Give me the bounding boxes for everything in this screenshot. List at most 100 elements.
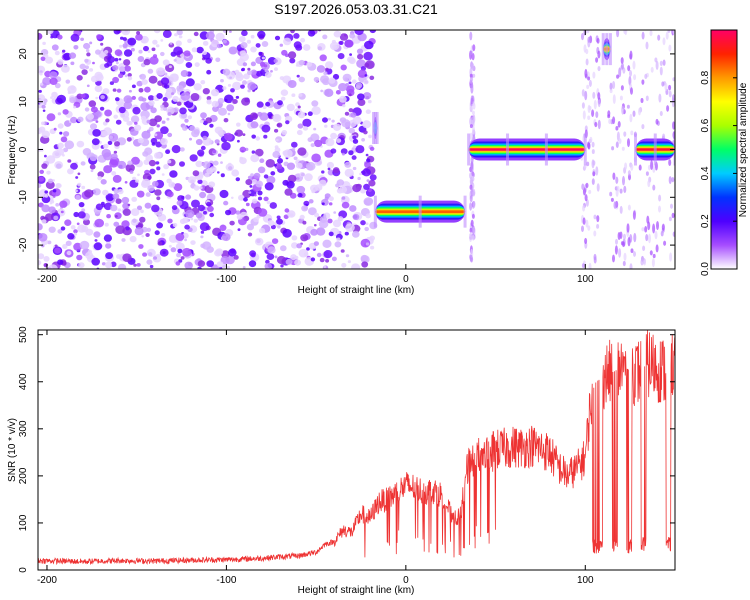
noise-blob [296,185,306,194]
noise-blob [171,92,175,96]
noise-blob [672,121,675,130]
noise-blob [266,253,275,260]
snr-y-tick-label: 200 [18,467,29,484]
noise-blob [138,244,144,249]
noise-blob [280,264,284,268]
noise-blob [629,113,633,123]
noise-blob [167,132,173,138]
noise-blob [330,132,338,140]
noise-blob [170,247,177,253]
snr-y-label: SNR (10 * v/v) [7,418,18,482]
noise-blob [471,176,475,182]
noise-blob [663,240,667,246]
noise-blob [355,82,363,89]
noise-blob [623,252,627,261]
noise-blob [627,170,631,176]
noise-blob [241,97,251,106]
noise-blob [124,74,128,78]
noise-blob [232,81,242,91]
noise-blob [584,237,588,245]
noise-blob [662,37,666,46]
noise-blob [177,195,185,202]
noise-blob [262,105,267,110]
noise-blob [209,123,214,128]
noise-blob [345,85,355,93]
noise-blob [54,83,61,89]
noise-blob [235,210,241,215]
noise-blob [259,61,266,67]
noise-blob [172,95,179,102]
noise-blob [107,56,115,63]
noise-blob [313,127,317,131]
colorbar-gradient [711,30,737,269]
noise-blob [46,155,56,164]
noise-blob [306,61,313,67]
noise-blob [38,260,42,266]
noise-blob [130,218,139,226]
noise-blob [41,163,48,169]
noise-blob [583,164,587,169]
noise-blob [172,222,178,228]
noise-blob [298,59,305,66]
noise-blob [54,50,60,56]
noise-blob [176,200,183,206]
noise-blob [190,240,196,246]
noise-blob [156,124,160,128]
noise-blob [69,52,77,59]
noise-blob [280,245,287,252]
noise-blob [335,183,340,188]
snr-y-tick-label: 500 [18,326,29,343]
noise-blob [110,261,117,268]
noise-blob [340,249,345,253]
noise-blob [627,138,630,148]
noise-blob [227,83,232,87]
noise-blob [609,88,613,94]
noise-blob [263,174,269,179]
noise-blob [124,181,128,184]
noise-blob [61,64,70,73]
noise-blob [139,216,146,223]
noise-blob [160,107,164,111]
noise-blob [222,30,228,34]
noise-blob [92,188,101,196]
noise-blob [658,194,662,202]
noise-blob [54,247,61,254]
noise-blob [325,259,330,263]
noise-blob [77,182,82,187]
noise-blob [250,61,256,67]
noise-blob [156,196,161,201]
noise-blob [162,30,172,38]
noise-blob [65,79,71,84]
noise-blob [59,200,68,208]
noise-blob [173,46,183,56]
noise-blob [38,32,43,40]
noise-blob [593,99,597,110]
noise-blob [134,121,138,125]
noise-blob [323,250,333,259]
track-smear [583,133,587,166]
noise-blob [297,105,301,109]
noise-blob [86,113,94,120]
noise-blob [359,172,362,176]
noise-blob [267,57,277,65]
noise-blob [317,46,323,51]
noise-blob [248,260,257,268]
noise-blob [470,95,474,105]
noise-blob [84,58,89,63]
noise-blob [316,252,322,258]
noise-blob [118,58,122,61]
noise-blob [581,89,585,97]
noise-blob [133,263,137,267]
noise-blob [668,159,672,167]
noise-blob [176,85,184,92]
noise-blob [597,66,601,72]
noise-blob [247,67,251,71]
noise-blob [182,217,189,224]
noise-blob [587,76,591,81]
noise-blob [655,60,659,71]
noise-blob [255,43,261,48]
noise-blob [336,237,341,242]
noise-blob [237,139,240,143]
noise-blob [70,33,80,42]
noise-blob [189,154,198,162]
